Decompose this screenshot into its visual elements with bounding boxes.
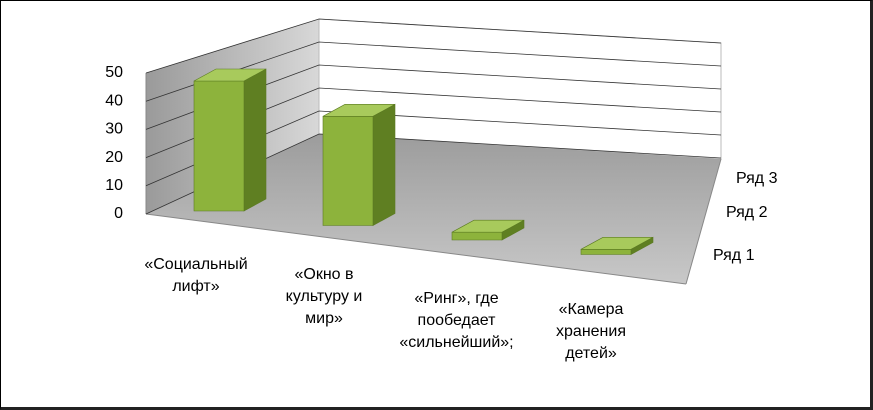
x-tick-label: «Окно в культуру и мир» xyxy=(285,266,363,327)
series-label: Ряд 3 xyxy=(736,170,778,187)
bar xyxy=(580,236,654,256)
x-tick-label: «Социальный лифт» xyxy=(144,256,248,295)
y-tick-label: 0 xyxy=(114,205,123,222)
x-axis xyxy=(145,213,687,285)
bar-face xyxy=(193,80,245,212)
x-tick-label: «Ринг», где пообедает «сильнейший»; xyxy=(399,290,514,351)
y-tick-label: 20 xyxy=(105,149,123,166)
bar xyxy=(451,219,525,241)
floor xyxy=(146,134,721,284)
bar-face xyxy=(322,104,396,117)
y-tick-label: 50 xyxy=(105,64,123,81)
bar-face xyxy=(580,237,654,250)
bar-face xyxy=(580,249,632,255)
bar-face xyxy=(322,116,374,226)
bar xyxy=(193,68,267,212)
bar-face xyxy=(451,231,503,241)
bar-face xyxy=(451,219,525,233)
y-tick-label: 40 xyxy=(105,92,123,109)
grid-line xyxy=(145,18,722,74)
y-tick-label: 30 xyxy=(105,121,123,138)
bar-face xyxy=(372,103,396,227)
x-tick-label: «Камера хранения детей» xyxy=(556,301,626,362)
bar-face xyxy=(243,68,267,212)
depth-axis xyxy=(685,158,722,285)
series-label: Ряд 2 xyxy=(726,204,768,221)
bar xyxy=(322,103,396,227)
y-tick-label: 10 xyxy=(105,177,123,194)
bar-face xyxy=(193,68,267,82)
series-label: Ряд 1 xyxy=(713,247,755,264)
